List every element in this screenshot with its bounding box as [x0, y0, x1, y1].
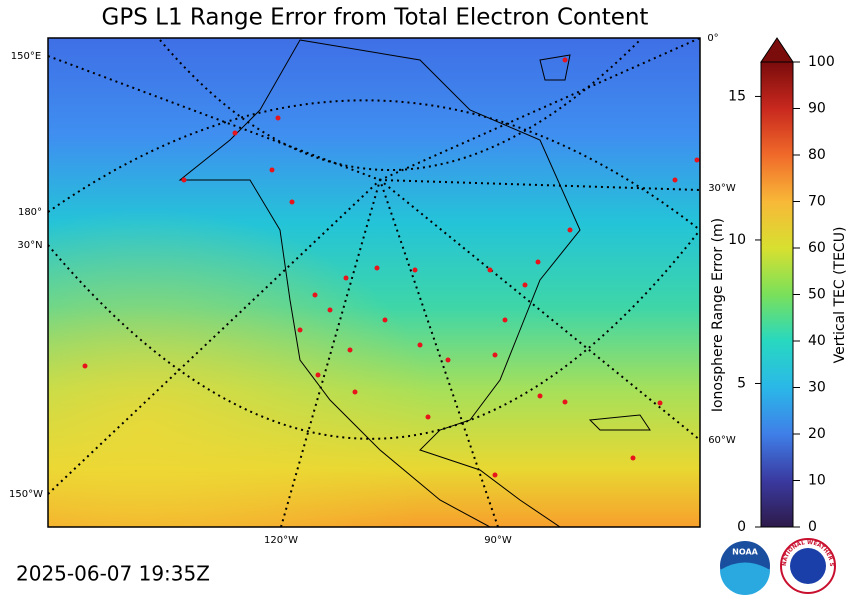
tick-label: 90	[808, 101, 826, 117]
map	[48, 38, 700, 527]
tick-label: 50	[808, 287, 826, 303]
graticule-label: 180°	[18, 207, 42, 218]
tick-label: 80	[808, 147, 826, 163]
graticule-label: 90°W	[484, 535, 512, 546]
stations	[82, 57, 700, 478]
logo-text: NOAA	[732, 548, 758, 557]
graticule-label: 150°W	[9, 489, 43, 500]
axis-label: Vertical TEC (TECU)	[832, 227, 848, 364]
tick-label: 5	[737, 375, 746, 391]
tick-label: 60	[808, 240, 826, 256]
axis-label: Ionosphere Range Error (m)	[710, 218, 726, 412]
title: GPS L1 Range Error from Total Electron C…	[102, 5, 649, 31]
timestamp: 2025-06-07 19:35Z	[16, 562, 210, 586]
graticule-label: 30°N	[17, 240, 42, 251]
graticule	[48, 38, 700, 527]
tick-label: 10	[808, 473, 826, 489]
graticule-label: 150°E	[11, 51, 41, 62]
logo-circle	[790, 548, 826, 584]
colorbar	[760, 61, 794, 528]
tick-label: 10	[728, 232, 746, 248]
graticule-label: 60°W	[708, 435, 736, 446]
tick-label: 20	[808, 426, 826, 442]
coastline	[178, 39, 581, 527]
tick-label: 15	[728, 88, 746, 104]
coastline	[539, 54, 651, 431]
tick-label: 30	[808, 380, 826, 396]
map-frame	[47, 37, 701, 528]
logo-wave	[720, 562, 770, 595]
tick-label: 40	[808, 333, 826, 349]
tick-label: 70	[808, 194, 826, 210]
tec-field-overlay	[48, 38, 700, 527]
colorbar-extend	[760, 37, 794, 63]
graticule-label: 30°W	[708, 183, 736, 194]
tick-label: 0	[808, 519, 817, 535]
tick-label: 0	[737, 519, 746, 535]
noaa-logo: NOAA	[720, 541, 770, 595]
graticule-label: 0°	[707, 33, 718, 44]
graticule-label: 120°W	[264, 535, 298, 546]
tick-label: 100	[808, 54, 835, 70]
